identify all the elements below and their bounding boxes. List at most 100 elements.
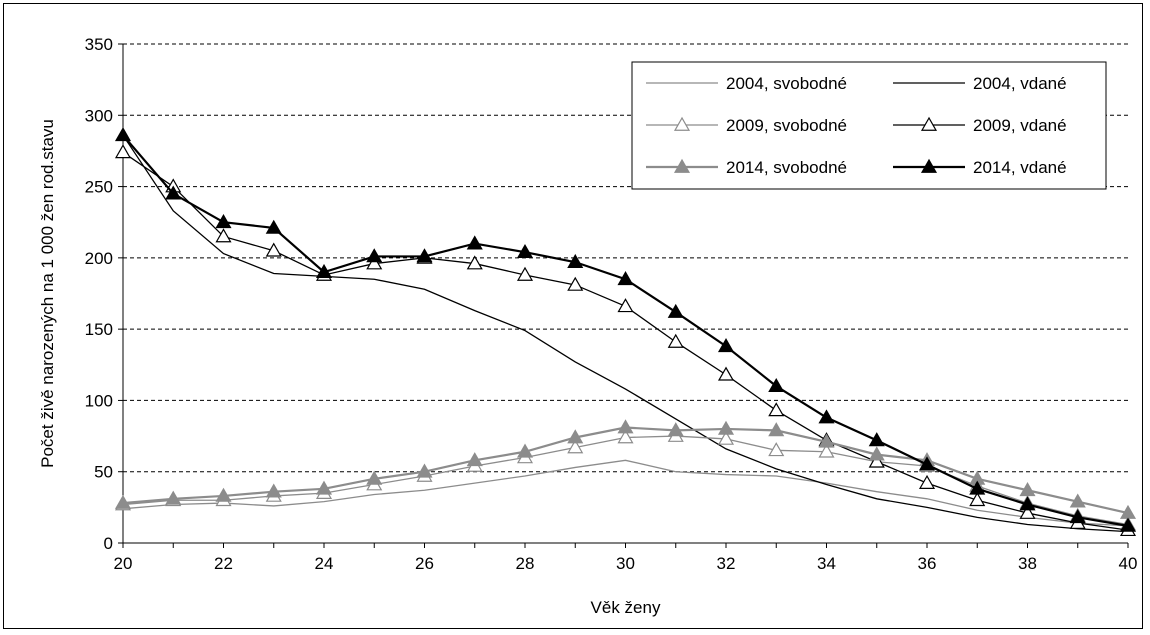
legend-label: 2004, svobodné	[726, 74, 847, 93]
data-point	[717, 366, 735, 381]
x-tick-label: 26	[415, 554, 434, 573]
data-point	[818, 443, 835, 458]
series-0	[122, 459, 1129, 527]
y-tick-label: 350	[85, 35, 113, 54]
y-axis-title: Počet živě narozených na 1 000 žen rod.s…	[38, 119, 57, 468]
data-point	[617, 271, 634, 286]
data-point	[667, 422, 684, 437]
data-point	[868, 446, 885, 461]
data-point	[315, 263, 333, 278]
data-point	[215, 228, 232, 243]
data-point	[868, 432, 885, 447]
data-point	[114, 494, 132, 509]
data-point	[918, 456, 936, 471]
data-point	[366, 470, 383, 485]
series-5	[114, 127, 1137, 532]
x-tick-label: 22	[214, 554, 233, 573]
data-point	[717, 420, 735, 435]
x-axis-title: Věk ženy	[591, 598, 661, 617]
series-1	[122, 134, 1129, 533]
data-point	[466, 235, 483, 250]
data-point	[667, 303, 684, 318]
y-tick-label: 250	[85, 178, 113, 197]
legend-label: 2014, svobodné	[726, 158, 847, 177]
legend-item: 2004, svobodné	[646, 74, 847, 93]
data-point	[366, 248, 383, 263]
data-point	[265, 242, 282, 257]
data-point	[617, 419, 634, 434]
data-point	[1019, 504, 1036, 519]
data-point	[617, 429, 634, 444]
data-point	[315, 480, 333, 495]
data-point	[466, 255, 483, 270]
data-point	[768, 422, 785, 437]
legend: 2004, svobodné 2004, vdané 2009, svobodné 2…	[631, 61, 1107, 190]
y-tick-label: 150	[85, 320, 113, 339]
legend-label: 2009, svobodné	[726, 116, 847, 135]
data-point	[818, 433, 835, 448]
series-line-1	[122, 134, 1129, 533]
data-point	[516, 243, 534, 259]
data-point	[215, 487, 232, 502]
data-point	[768, 442, 785, 457]
legend-item: 2014, svobodné	[646, 158, 847, 177]
data-point	[567, 429, 584, 444]
data-point	[114, 127, 132, 142]
y-tick-label: 50	[94, 463, 113, 482]
legend-item: 2009, vdané	[893, 116, 1067, 135]
data-point	[567, 439, 584, 454]
data-point	[969, 480, 986, 495]
data-point	[1069, 493, 1086, 508]
data-point	[165, 490, 182, 505]
data-point	[567, 276, 584, 291]
data-point	[1019, 482, 1036, 497]
legend-label: 2004, vdané	[973, 74, 1067, 93]
legend-label: 2009, vdané	[973, 116, 1067, 135]
data-point	[818, 409, 835, 424]
data-point	[114, 144, 132, 159]
legend-swatch-marker	[673, 158, 691, 173]
chart: 0 50 100 150 200 250 300 350 20 22 24 26 28 30 32 34 36 3…	[38, 35, 1138, 617]
data-point	[265, 219, 282, 234]
data-point	[366, 255, 383, 270]
data-point	[1019, 496, 1036, 511]
data-point	[1119, 517, 1137, 532]
data-point	[416, 463, 433, 478]
series-line-0	[122, 459, 1129, 527]
y-tick-label: 0	[104, 534, 113, 553]
x-tick-label: 28	[516, 554, 535, 573]
legend-label: 2014, vdané	[973, 158, 1067, 177]
data-point	[717, 430, 735, 445]
legend-swatch-marker	[673, 116, 691, 131]
data-point	[617, 298, 634, 313]
legend-item: 2009, svobodné	[646, 116, 847, 135]
y-tick-label: 300	[85, 106, 113, 125]
chart-frame: 0 50 100 150 200 250 300 350 20 22 24 26 28 30 32 34 36 3…	[3, 3, 1143, 629]
x-tick-label: 24	[315, 554, 334, 573]
data-point	[215, 214, 232, 229]
y-tick-label: 200	[85, 249, 113, 268]
x-tick-label: 40	[1119, 554, 1138, 573]
series-3	[114, 144, 1137, 537]
data-point	[165, 185, 182, 200]
y-tick-label: 100	[85, 391, 113, 410]
data-point	[567, 253, 584, 268]
data-point	[416, 248, 433, 263]
x-tick-label: 32	[717, 554, 736, 573]
data-point	[466, 452, 483, 467]
legend-swatch-marker	[920, 158, 938, 173]
data-point	[969, 492, 986, 507]
data-point	[1069, 509, 1086, 524]
data-point	[516, 266, 534, 281]
data-point	[768, 402, 785, 417]
x-tick-label: 34	[817, 554, 836, 573]
data-point	[667, 333, 684, 348]
data-point	[868, 453, 885, 468]
x-tick-label: 38	[1018, 554, 1037, 573]
legend-item: 2014, vdané	[893, 158, 1067, 177]
x-tick-label: 20	[114, 554, 133, 573]
x-tick-label: 36	[918, 554, 937, 573]
data-point	[768, 377, 785, 393]
data-point	[516, 443, 534, 458]
x-tick-label: 30	[616, 554, 635, 573]
